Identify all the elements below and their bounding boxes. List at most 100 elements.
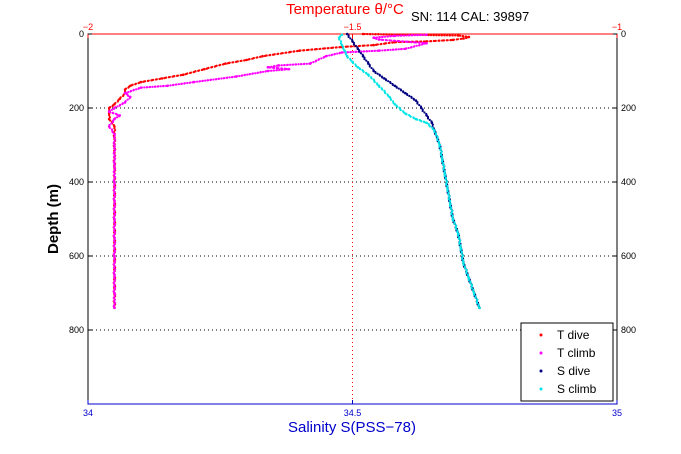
bottom-tick-label: 35 (612, 408, 622, 418)
data-point (113, 229, 116, 232)
data-point (163, 77, 166, 80)
data-point (349, 57, 352, 61)
data-point (330, 46, 333, 50)
data-point (413, 34, 416, 37)
data-point (310, 48, 313, 51)
legend-label-t-dive: T dive (557, 328, 590, 342)
data-point (206, 79, 210, 82)
data-point (379, 33, 383, 36)
data-point (369, 76, 373, 79)
data-point (425, 41, 428, 45)
data-point (295, 63, 298, 66)
data-point (351, 60, 354, 64)
data-point (113, 127, 116, 130)
data-point (113, 264, 116, 268)
data-point (427, 33, 430, 37)
data-point (384, 38, 387, 42)
data-point (287, 51, 291, 54)
data-point (158, 77, 161, 81)
data-point (419, 33, 422, 37)
data-point (226, 62, 229, 65)
data-point (395, 86, 398, 89)
data-point (388, 33, 391, 36)
data-point (445, 180, 449, 183)
data-point (462, 37, 465, 40)
data-point (448, 196, 451, 199)
data-point (108, 109, 111, 112)
data-point (278, 68, 281, 72)
data-point (263, 54, 266, 58)
data-point (339, 35, 342, 38)
data-point (437, 142, 440, 145)
data-point (149, 85, 152, 89)
data-point (113, 303, 116, 306)
data-point (336, 52, 339, 55)
data-point (150, 79, 153, 82)
data-point (445, 39, 448, 42)
data-point (113, 285, 116, 288)
data-point (397, 34, 400, 37)
data-point (137, 82, 140, 85)
data-point (456, 229, 459, 232)
data-point (113, 190, 116, 194)
data-point (243, 73, 247, 76)
legend-label-t-climb: T climb (557, 346, 596, 360)
data-point (112, 234, 115, 237)
data-point (386, 35, 390, 38)
data-point (228, 76, 231, 79)
data-point (418, 103, 421, 107)
bottom-axis-title: Salinity S(PSS−78) (288, 419, 416, 436)
data-point (114, 157, 117, 160)
data-point (463, 267, 467, 270)
legend-marker-t-dive (539, 333, 543, 337)
data-point (112, 207, 115, 211)
data-point (377, 38, 381, 41)
data-point (365, 50, 369, 53)
axis-ticks: −2 −1.5 −1 34 34.5 35 0 0 200 200 400 400 600 600 800 8… (69, 22, 636, 418)
data-point (402, 110, 405, 113)
data-point (453, 222, 456, 226)
data-point (303, 62, 306, 65)
data-point (436, 137, 439, 140)
data-point (113, 143, 116, 147)
data-point (433, 128, 436, 132)
legend-marker-s-dive (539, 369, 543, 373)
data-point (366, 32, 369, 36)
data-point (363, 32, 366, 36)
data-point (112, 263, 115, 266)
data-point (439, 153, 442, 156)
data-point (410, 45, 413, 49)
data-point (409, 40, 412, 44)
data-point (284, 51, 287, 54)
data-point (295, 50, 299, 53)
data-point (209, 78, 213, 81)
data-point (382, 33, 385, 36)
data-point (234, 60, 238, 63)
data-point (121, 102, 124, 105)
data-point (113, 214, 116, 217)
data-point (126, 98, 129, 101)
data-point (330, 53, 334, 56)
data-point (343, 49, 346, 52)
data-point (374, 43, 378, 46)
data-point (436, 138, 439, 142)
data-point (394, 34, 397, 37)
data-point (112, 170, 115, 174)
data-point (459, 244, 462, 247)
data-point (423, 111, 426, 114)
data-point (188, 71, 192, 75)
data-point (116, 105, 119, 108)
data-point (415, 44, 418, 47)
data-point (112, 197, 115, 200)
data-point (334, 46, 337, 49)
data-point (258, 55, 262, 59)
data-point (373, 49, 377, 52)
data-point (292, 63, 295, 66)
data-point (339, 40, 343, 43)
data-point (349, 45, 352, 48)
data-point (436, 135, 439, 138)
data-point (110, 128, 114, 131)
right-depth-label: 400 (621, 177, 636, 187)
data-point (270, 69, 273, 72)
data-point (114, 259, 117, 263)
